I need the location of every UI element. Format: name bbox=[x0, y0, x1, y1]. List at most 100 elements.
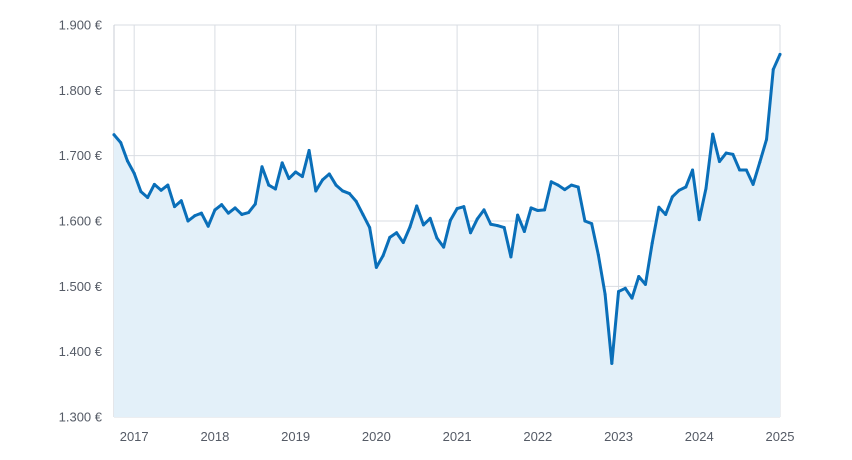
data-point bbox=[704, 186, 708, 190]
data-point bbox=[670, 195, 674, 199]
data-point bbox=[691, 168, 695, 172]
data-point bbox=[213, 208, 217, 212]
x-tick-label: 2020 bbox=[362, 429, 391, 444]
data-point bbox=[684, 185, 688, 189]
data-point bbox=[469, 231, 473, 235]
data-point bbox=[603, 292, 607, 296]
data-point bbox=[711, 132, 715, 136]
x-tick-label: 2023 bbox=[604, 429, 633, 444]
y-axis-tick-labels: 1.300 € 1.400 € 1.500 € 1.600 € 1.700 € 1.800… bbox=[59, 18, 103, 425]
data-point bbox=[502, 226, 506, 230]
data-point bbox=[395, 231, 399, 235]
data-point bbox=[199, 211, 203, 215]
data-point bbox=[590, 222, 594, 226]
data-point bbox=[717, 160, 721, 164]
data-point bbox=[341, 189, 345, 193]
data-point bbox=[220, 203, 224, 207]
data-point bbox=[664, 212, 668, 216]
data-point bbox=[401, 241, 405, 245]
data-point bbox=[152, 182, 156, 186]
data-point bbox=[368, 226, 372, 230]
data-point bbox=[112, 133, 116, 137]
y-tick-label: 1.400 € bbox=[59, 344, 103, 359]
data-point bbox=[307, 148, 311, 152]
data-point bbox=[543, 208, 547, 212]
data-point bbox=[273, 187, 277, 191]
data-point bbox=[569, 183, 573, 187]
data-point bbox=[509, 255, 513, 259]
data-point bbox=[448, 218, 452, 222]
y-tick-label: 1.800 € bbox=[59, 83, 103, 98]
data-point bbox=[267, 183, 271, 187]
data-point bbox=[294, 170, 298, 174]
data-point bbox=[677, 188, 681, 192]
data-point bbox=[442, 245, 446, 249]
data-point bbox=[556, 183, 560, 187]
data-point bbox=[287, 177, 291, 181]
data-point bbox=[522, 229, 526, 233]
data-point bbox=[583, 219, 587, 223]
series-line-group bbox=[112, 52, 782, 365]
data-point bbox=[489, 222, 493, 226]
x-tick-label: 2025 bbox=[766, 429, 795, 444]
data-point bbox=[374, 265, 378, 269]
data-point bbox=[617, 290, 621, 294]
data-point bbox=[260, 165, 264, 169]
data-point bbox=[300, 175, 304, 179]
data-point bbox=[724, 151, 728, 155]
data-point bbox=[139, 190, 143, 194]
data-point bbox=[415, 204, 419, 208]
data-point bbox=[549, 180, 553, 184]
data-point bbox=[563, 188, 567, 192]
data-point bbox=[738, 168, 742, 172]
data-point bbox=[347, 192, 351, 196]
data-point bbox=[247, 211, 251, 215]
data-point bbox=[765, 137, 769, 141]
data-point bbox=[334, 183, 338, 187]
x-tick-label: 2017 bbox=[120, 429, 149, 444]
data-point bbox=[657, 205, 661, 209]
data-point bbox=[321, 178, 325, 182]
data-point bbox=[193, 214, 197, 218]
data-point bbox=[744, 168, 748, 172]
data-point bbox=[179, 199, 183, 203]
data-point bbox=[159, 188, 163, 192]
data-point bbox=[623, 286, 627, 290]
data-point bbox=[697, 218, 701, 222]
y-tick-label: 1.900 € bbox=[59, 18, 103, 33]
data-point bbox=[751, 182, 755, 186]
data-point bbox=[643, 282, 647, 286]
data-point bbox=[435, 236, 439, 240]
data-point bbox=[731, 152, 735, 156]
data-point bbox=[630, 296, 634, 300]
data-point bbox=[455, 207, 459, 211]
data-point bbox=[428, 216, 432, 220]
x-tick-label: 2021 bbox=[443, 429, 472, 444]
x-axis-tick-labels: 2017 2018 2019 2020 2021 2022 2023 2024 2025 bbox=[120, 429, 795, 444]
data-point bbox=[778, 52, 782, 56]
data-point bbox=[650, 241, 654, 245]
data-point bbox=[280, 161, 284, 165]
data-point bbox=[253, 202, 257, 206]
data-point bbox=[408, 225, 412, 229]
x-tick-label: 2024 bbox=[685, 429, 714, 444]
data-point bbox=[462, 205, 466, 209]
data-point bbox=[132, 171, 136, 175]
data-point bbox=[146, 195, 150, 199]
x-tick-label: 2019 bbox=[281, 429, 310, 444]
data-point bbox=[610, 361, 614, 365]
data-point bbox=[186, 219, 190, 223]
data-point bbox=[421, 223, 425, 227]
data-point bbox=[529, 206, 533, 210]
data-point bbox=[388, 235, 392, 239]
y-tick-label: 1.300 € bbox=[59, 410, 103, 425]
data-point bbox=[166, 183, 170, 187]
data-point bbox=[596, 253, 600, 257]
data-point bbox=[482, 208, 486, 212]
data-point bbox=[173, 205, 177, 209]
y-tick-label: 1.600 € bbox=[59, 214, 103, 229]
data-point bbox=[354, 199, 358, 203]
y-tick-label: 1.500 € bbox=[59, 279, 103, 294]
data-point bbox=[536, 209, 540, 213]
